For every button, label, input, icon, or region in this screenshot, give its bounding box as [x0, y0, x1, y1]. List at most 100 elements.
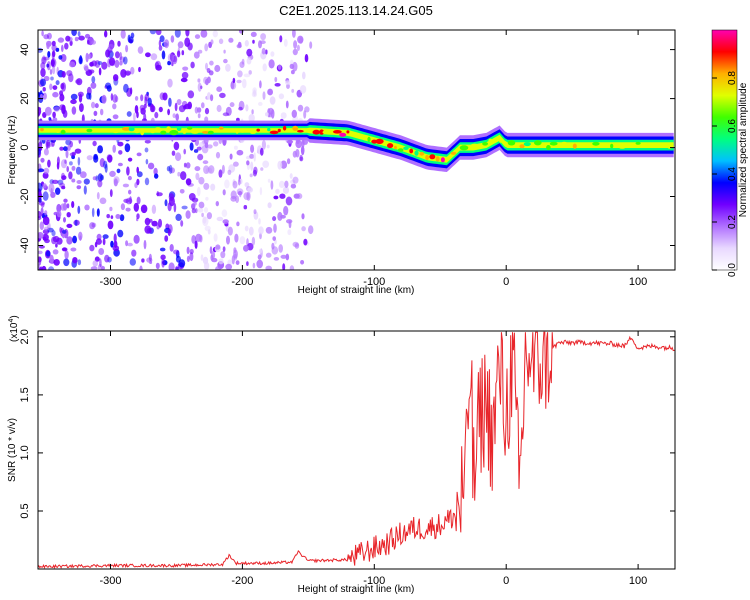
heatmap-ridge-peak [488, 138, 493, 143]
heatmap-noise-cell [104, 254, 110, 263]
heatmap-noise-cell [113, 74, 119, 82]
heatmap-noise-cell [211, 251, 216, 260]
heatmap-noise-cell [38, 106, 42, 116]
heatmap-noise-cell [125, 207, 131, 212]
heatmap-noise-cell [292, 30, 296, 38]
heatmap-noise-cell [277, 211, 283, 221]
heatmap-noise-cell [246, 261, 249, 266]
heatmap-ridge-peak [219, 126, 224, 130]
heatmap-noise-cell [207, 144, 213, 149]
heatmap-noise-cell [213, 141, 219, 147]
heatmap-noise-cell [99, 258, 102, 268]
heatmap-noise-cell [91, 222, 97, 228]
heatmap-noise-cell [72, 257, 78, 264]
heatmap-noise-cell [289, 63, 295, 69]
heatmap-noise-cell [205, 62, 208, 70]
heatmap-noise-cell [70, 247, 77, 252]
heatmap-ridge-peak [459, 145, 469, 151]
heatmap-noise-cell [258, 40, 262, 49]
heatmap-ridge-peak [482, 142, 488, 146]
heatmap-noise-cell [155, 262, 160, 270]
heatmap-noise-cell [180, 171, 187, 181]
heatmap-noise-cell [122, 183, 129, 188]
heatmap-noise-cell [236, 149, 244, 156]
heatmap-noise-cell [190, 61, 195, 69]
heatmap-noise-cell [87, 53, 92, 60]
heatmap-noise-cell [252, 87, 257, 94]
x-tick-label: 0 [503, 575, 509, 587]
heatmap-noise-cell [74, 36, 79, 42]
heatmap-noise-cell [144, 217, 151, 226]
heatmap-noise-cell [197, 186, 201, 197]
heatmap-noise-cell [144, 139, 151, 144]
heatmap-noise-cell [40, 207, 44, 217]
heatmap-noise-cell [137, 46, 144, 54]
heatmap-noise-cell [44, 106, 52, 116]
heatmap-ridge-peak [346, 130, 350, 134]
heatmap-noise-cell [196, 146, 202, 151]
heatmap-ridge [38, 118, 674, 172]
heatmap-noise-cell [96, 192, 100, 200]
heatmap-noise-cell [38, 168, 45, 173]
heatmap-noise-cell [279, 193, 286, 199]
heatmap-noise-cell [193, 149, 199, 153]
heatmap-noise-cell [64, 159, 67, 164]
heatmap-noise-cell [215, 201, 219, 207]
heatmap-noise-cell [40, 78, 46, 87]
heatmap-noise-cell [222, 219, 229, 225]
heatmap-noise-cell [61, 71, 66, 78]
figure-title: C2E1.2025.113.14.24.G05 [279, 3, 433, 18]
heatmap-noise-cell [136, 213, 140, 220]
heatmap-ridge-peak [470, 143, 479, 148]
heatmap-noise-cell [94, 256, 100, 262]
heatmap-noise-cell [96, 233, 102, 241]
heatmap-noise-cell [239, 61, 245, 68]
heatmap-noise-cell [301, 213, 305, 220]
heatmap-noise-cell [258, 101, 263, 106]
heatmap-noise-cell [52, 117, 58, 122]
heatmap-noise-cell [97, 179, 103, 188]
heatmap-noise-cell [246, 191, 251, 201]
heatmap-noise-cell [128, 189, 132, 195]
heatmap-noise-cell [200, 30, 208, 38]
heatmap-noise-cell [273, 195, 279, 200]
heatmap-noise-cell [253, 166, 258, 175]
heatmap-noise-cell [151, 204, 157, 214]
heatmap-noise-cell [202, 160, 209, 165]
heatmap-noise-cell [265, 49, 268, 55]
heatmap-noise-cell [193, 51, 200, 59]
heatmap-noise-cell [89, 222, 95, 230]
y-tick-label: 1.5 [19, 387, 31, 402]
heatmap-noise-cell [246, 57, 252, 65]
heatmap-noise-cell [267, 88, 273, 96]
heatmap-noise-cell [251, 236, 256, 246]
heatmap-noise-cell [127, 175, 132, 181]
heatmap-noise-cell [203, 207, 209, 213]
heatmap-noise-cell [287, 229, 292, 236]
colorbar-tick-label: 0.6 [727, 119, 738, 133]
heatmap-noise-cell [232, 77, 236, 84]
heatmap-noise-cell [280, 112, 287, 119]
heatmap-ridge-peak [414, 150, 419, 156]
heatmap-noise-cell [146, 227, 152, 234]
heatmap-noise-cell [56, 156, 60, 166]
heatmap-noise-cell [127, 157, 133, 162]
snr-frame [37, 330, 676, 570]
heatmap-noise-cell [77, 31, 81, 37]
heatmap-noise-cell [292, 241, 299, 247]
heatmap-noise-cell [52, 91, 59, 98]
heatmap-noise-cell [226, 235, 230, 245]
heatmap-noise-cell [106, 85, 112, 92]
heatmap-noise-cell [105, 49, 111, 58]
heatmap-noise-cell [125, 44, 129, 53]
heatmap-noise-cell [286, 139, 294, 144]
heatmap-noise-cell [258, 218, 261, 225]
heatmap-noise-cell [167, 53, 175, 63]
heatmap-noise-cell [248, 226, 254, 236]
heatmap-noise-cell [299, 156, 304, 162]
heatmap-noise-cell [130, 66, 135, 75]
heatmap-noise-cell [46, 32, 52, 40]
heatmap-noise-cell [42, 236, 47, 241]
colorbar-label: Normalized spectral amplitude [738, 82, 749, 217]
heatmap-noise-cell [289, 265, 295, 270]
